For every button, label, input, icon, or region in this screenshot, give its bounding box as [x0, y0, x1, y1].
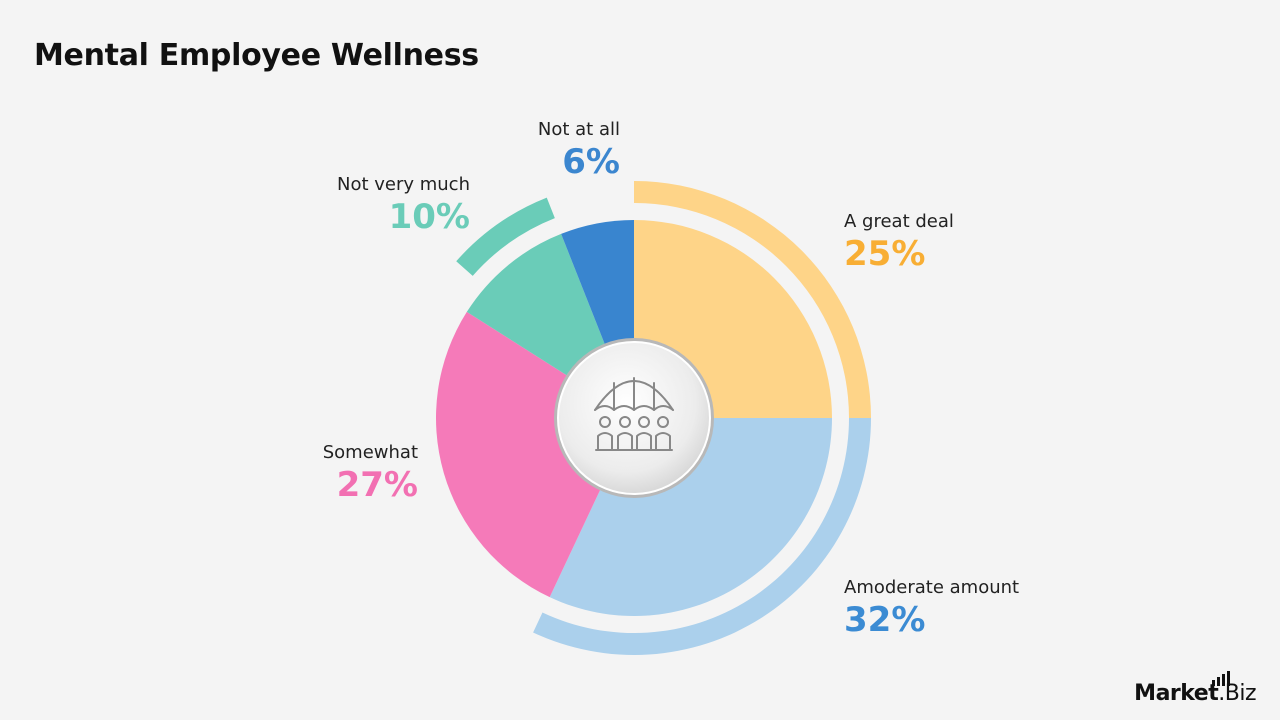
value-label: 6% [562, 142, 620, 182]
value-label: 25% [844, 234, 926, 274]
category-label: Not very much [336, 174, 470, 195]
page-title: Mental Employee Wellness [34, 38, 479, 73]
category-label: Somewhat [322, 442, 418, 463]
pie-slice-somewhat [435, 311, 634, 598]
value-label: 32% [844, 600, 926, 640]
highlight-ring-amoderate-amount [533, 418, 871, 655]
label-somewhat: Somewhat 27% [322, 442, 418, 505]
label-not-at-all: Not at all 6% [537, 119, 620, 182]
center-badge [554, 338, 714, 498]
highlight-ring-not-very-much [456, 197, 555, 276]
label-not-very-much: Not very much 10% [336, 174, 470, 237]
value-label: 10% [388, 197, 470, 237]
category-label: Amoderate amount [844, 577, 1020, 598]
brand-name: Market.Biz [1134, 681, 1256, 706]
label-a-great-deal: A great deal 25% [844, 211, 954, 274]
highlight-ring-a-great-deal [634, 181, 871, 418]
category-label: A great deal [844, 211, 954, 232]
label-a-moderate-amount: Amoderate amount 32% [844, 577, 1020, 640]
value-label: 27% [336, 465, 418, 505]
brand-logo: Market.Biz [1134, 670, 1256, 706]
bar-chart-icon [1212, 671, 1231, 686]
umbrella-group-icon [594, 377, 674, 451]
category-label: Not at all [537, 119, 620, 140]
